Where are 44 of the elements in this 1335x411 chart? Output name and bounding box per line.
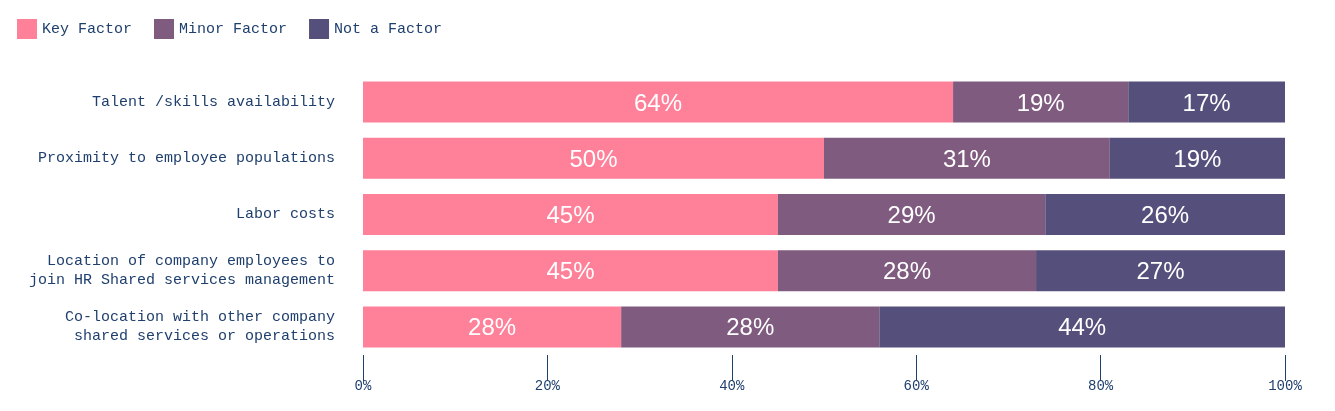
legend-label: Minor Factor xyxy=(179,20,288,38)
data-label: 31% xyxy=(942,144,991,172)
data-label: 45% xyxy=(546,257,595,285)
bar xyxy=(363,306,622,348)
bar xyxy=(1036,250,1285,292)
x-tick-label: 80% xyxy=(1087,378,1114,394)
x-tick-label: 40% xyxy=(719,378,745,394)
bar xyxy=(363,194,778,235)
bar xyxy=(777,250,1037,292)
data-label: 27% xyxy=(1136,257,1185,285)
x-tick-label: 100% xyxy=(1268,378,1303,394)
x-tick-label: 0% xyxy=(354,378,372,394)
legend-label: Not a Factor xyxy=(334,20,443,38)
bar xyxy=(363,137,824,179)
bar xyxy=(1045,194,1285,235)
x-tick-label: 20% xyxy=(534,378,561,394)
data-label: 28% xyxy=(468,313,517,341)
bar xyxy=(621,306,880,348)
y-tick-label: Proximity to employee populations xyxy=(37,149,335,167)
bar xyxy=(824,137,1110,179)
data-label: 45% xyxy=(546,201,595,228)
y-tick-label: Talent /skills availability xyxy=(91,93,335,111)
y-tick-label: Co-location with other company shared services or operations xyxy=(64,308,335,345)
bar xyxy=(879,306,1285,348)
bar xyxy=(363,250,778,292)
data-label: 19% xyxy=(1016,88,1065,116)
bar xyxy=(1128,81,1285,123)
bar xyxy=(363,81,954,123)
data-label: 19% xyxy=(1173,144,1222,172)
legend-label: Key Factor xyxy=(42,20,133,38)
bar xyxy=(953,81,1129,123)
data-label: 44% xyxy=(1058,313,1107,341)
data-label: 64% xyxy=(634,88,683,116)
data-label: 17% xyxy=(1182,88,1231,116)
x-tick-label: 60% xyxy=(903,378,930,394)
y-tick-label: Location of company employees to join HR Shared services management xyxy=(28,252,335,289)
bar xyxy=(777,194,1046,235)
y-tick-label: Labor costs xyxy=(235,206,335,223)
data-label: 28% xyxy=(726,313,775,341)
data-label: 28% xyxy=(882,257,931,285)
data-label: 26% xyxy=(1141,201,1190,228)
data-label: 50% xyxy=(569,144,618,172)
data-label: 29% xyxy=(887,201,936,228)
bar xyxy=(1109,137,1285,179)
